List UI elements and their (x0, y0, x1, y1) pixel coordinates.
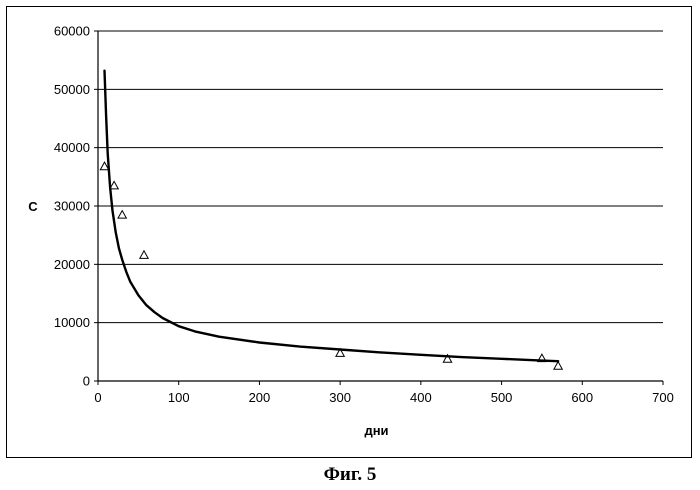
axes (94, 31, 663, 385)
y-tick-label: 40000 (54, 140, 90, 155)
x-tick-label: 200 (249, 390, 271, 405)
x-axis-title: дни (364, 423, 388, 438)
fit-curve-line (105, 71, 559, 362)
y-tick-label: 60000 (54, 24, 90, 39)
figure-caption: Фиг. 5 (0, 464, 700, 486)
data-point-triangle (118, 211, 126, 219)
y-tick-label: 10000 (54, 315, 90, 330)
chart-svg: 0 10000 20000 30000 40000 50000 60000 0 100 200 30… (7, 7, 693, 459)
x-tick-label: 600 (571, 390, 593, 405)
x-tick-label: 500 (491, 390, 513, 405)
y-tick-label: 30000 (54, 199, 90, 214)
data-point-triangle (140, 251, 148, 259)
chart-frame: 0 10000 20000 30000 40000 50000 60000 0 100 200 30… (6, 6, 692, 458)
gridlines (98, 31, 663, 323)
y-axis-title: C (28, 199, 38, 214)
x-tick-label: 100 (168, 390, 190, 405)
tick-labels: 0 10000 20000 30000 40000 50000 60000 0 100 200 30… (54, 24, 674, 406)
x-tick-label: 700 (652, 390, 674, 405)
data-point-triangle (554, 362, 562, 370)
series (100, 71, 562, 370)
y-tick-label: 0 (83, 374, 90, 389)
x-tick-label: 400 (410, 390, 432, 405)
y-tick-label: 20000 (54, 257, 90, 272)
y-tick-label: 50000 (54, 82, 90, 97)
x-tick-label: 300 (329, 390, 351, 405)
x-tick-label: 0 (94, 390, 101, 405)
